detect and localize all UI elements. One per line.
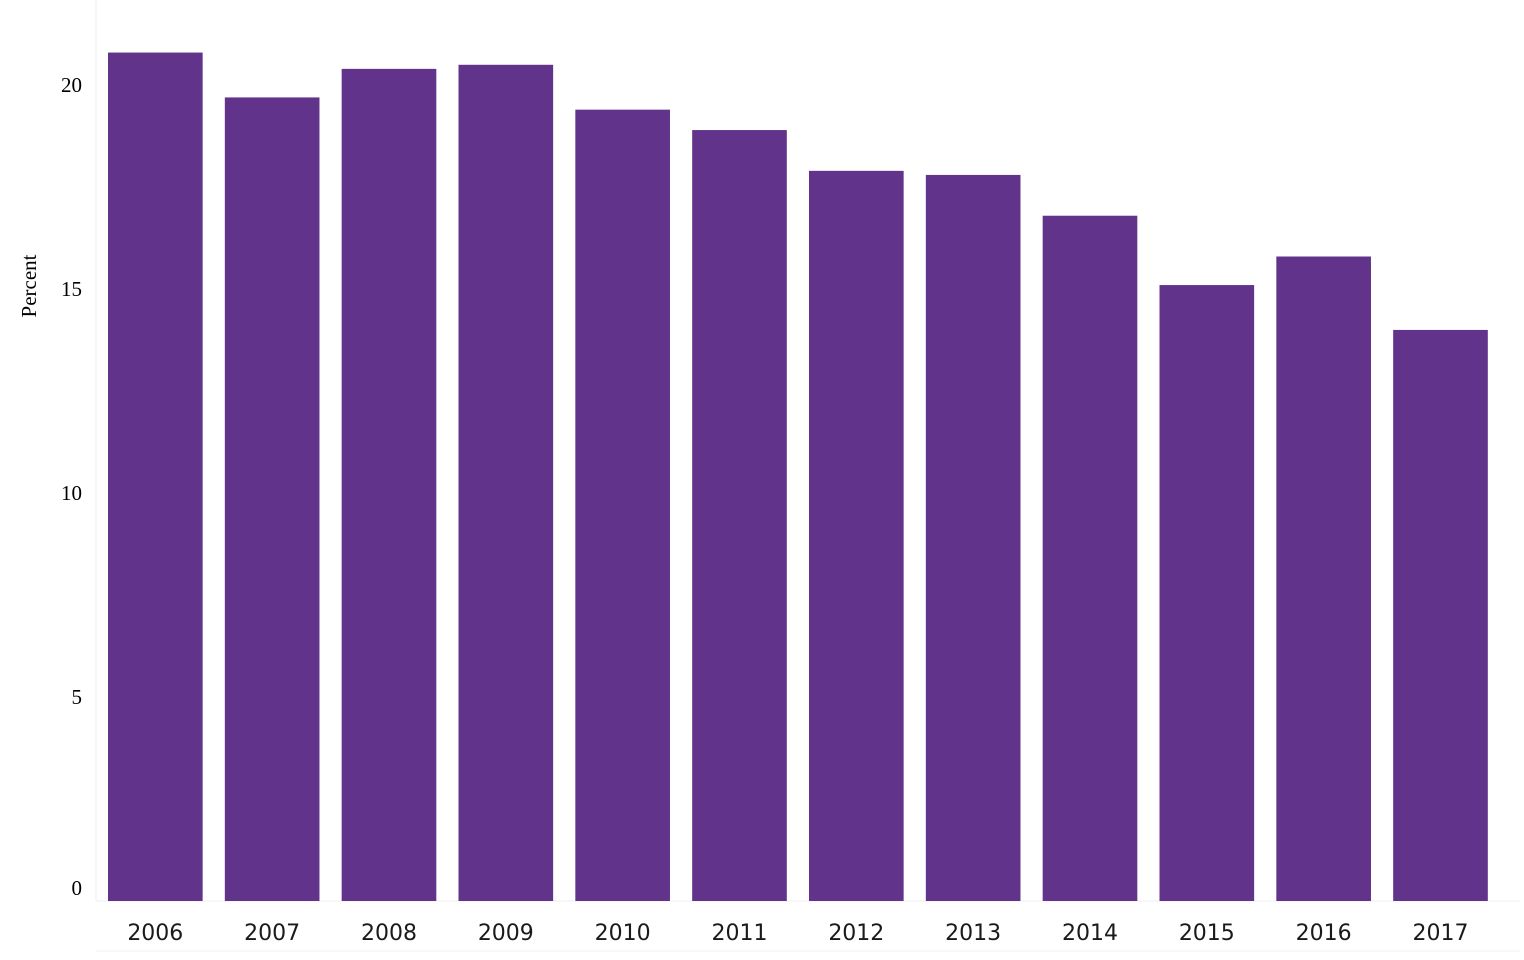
x-tick-label-2015: 2015 — [1179, 921, 1235, 946]
x-tick-label-2008: 2008 — [361, 921, 417, 946]
x-tick-label-2011: 2011 — [711, 921, 767, 946]
bar-2014 — [1042, 215, 1138, 902]
y-tick-label-15: 15 — [61, 277, 82, 301]
bar-2017 — [1393, 329, 1488, 901]
bar-2013 — [925, 174, 1021, 901]
x-tick-label-2012: 2012 — [828, 921, 884, 946]
bar-2006 — [108, 52, 203, 902]
bar-2015 — [1159, 285, 1255, 901]
x-tick-label-2006: 2006 — [127, 921, 183, 946]
y-ticks-group: 0 5 10 15 20 — [61, 73, 82, 900]
x-tick-label-2016: 2016 — [1296, 921, 1352, 946]
y-tick-label-20: 20 — [61, 73, 82, 97]
x-tick-label-2010: 2010 — [595, 921, 651, 946]
bar-2009 — [458, 64, 554, 902]
bar-2016 — [1276, 256, 1371, 901]
bars-group — [108, 52, 1488, 902]
x-tick-label-2014: 2014 — [1062, 921, 1118, 946]
x-ticks-group: 2006 2007 2008 2009 2010 2011 2012 2013 2014 2015… — [127, 921, 1468, 946]
bar-2008 — [341, 68, 437, 902]
x-tick-label-2013: 2013 — [945, 921, 1001, 946]
y-tick-label-5: 5 — [72, 685, 83, 709]
y-tick-label-10: 10 — [61, 481, 82, 505]
y-axis-title: Percent — [17, 254, 41, 317]
bar-2012 — [809, 170, 904, 902]
bar-2010 — [575, 109, 670, 901]
bar-2007 — [224, 97, 320, 902]
y-tick-label-0: 0 — [72, 876, 83, 900]
x-tick-label-2017: 2017 — [1412, 921, 1468, 946]
x-tick-label-2007: 2007 — [244, 921, 300, 946]
bar-2011 — [692, 130, 787, 901]
x-tick-label-2009: 2009 — [478, 921, 534, 946]
